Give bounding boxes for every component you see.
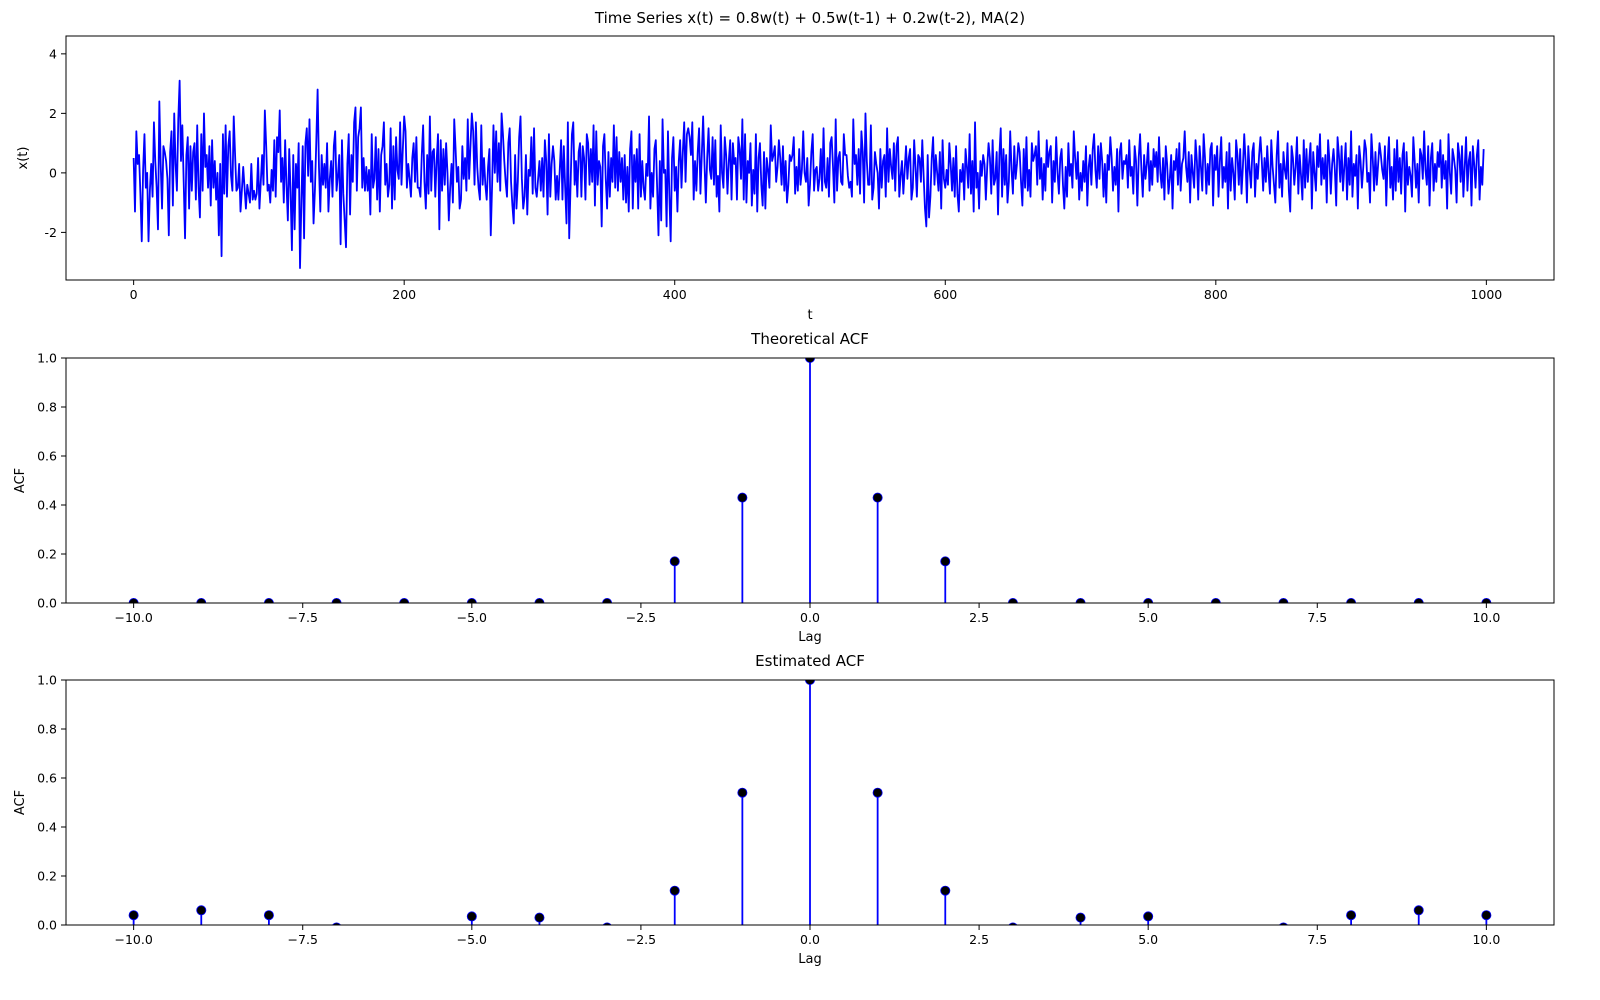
stem-marker [1413, 905, 1424, 916]
x-tick-label: −2.5 [626, 932, 656, 947]
y-tick-label: 0.8 [37, 400, 57, 415]
stem-marker [1481, 598, 1492, 603]
stem-marker [737, 492, 748, 503]
x-tick-label: 1000 [1470, 287, 1502, 302]
stem-marker [1278, 598, 1289, 603]
x-tick-label: 2.5 [969, 932, 989, 947]
chart-title: Estimated ACF [755, 652, 865, 670]
stem-marker [263, 910, 274, 921]
y-axis-label: ACF [13, 468, 28, 493]
stem-marker [872, 787, 883, 798]
y-tick-label: 0.0 [37, 918, 57, 933]
stem-marker [128, 910, 139, 921]
x-tick-label: 5.0 [1138, 610, 1158, 625]
stem-marker [940, 885, 951, 896]
plot-area [128, 358, 1492, 603]
stem-marker [737, 787, 748, 798]
x-axis-label: Lag [798, 630, 821, 645]
y-tick-label: 0.6 [37, 771, 57, 786]
stem-marker [263, 598, 274, 603]
stem-marker [669, 885, 680, 896]
y-tick-label: 0.8 [37, 722, 57, 737]
y-tick-label: 2 [49, 106, 57, 121]
x-tick-label: 200 [392, 287, 416, 302]
stem-marker [872, 492, 883, 503]
x-tick-label: 0.0 [800, 610, 820, 625]
y-axis-label: x(t) [16, 147, 31, 170]
y-tick-label: 0 [49, 165, 57, 180]
y-tick-label: 0.0 [37, 596, 57, 611]
stem-marker [602, 922, 612, 925]
stem-marker [1346, 598, 1357, 603]
x-tick-label: −5.0 [457, 610, 487, 625]
x-tick-label: 400 [663, 287, 687, 302]
y-tick-label: 1.0 [37, 351, 57, 366]
stem-marker [940, 556, 951, 567]
x-tick-label: 5.0 [1138, 932, 1158, 947]
stem-marker [196, 905, 207, 916]
stem-marker [331, 598, 342, 603]
y-tick-label: 1.0 [37, 673, 57, 688]
plot-area [128, 680, 1492, 925]
stem-marker [805, 358, 815, 363]
axes-frame [65, 35, 1555, 281]
stem-marker [1075, 598, 1086, 603]
y-tick-label: 0.2 [37, 869, 57, 884]
plot-area [132, 79, 1485, 269]
stem-marker [1346, 910, 1357, 921]
x-tick-label: 0.0 [800, 932, 820, 947]
stem-marker [1008, 922, 1018, 925]
x-tick-label: −7.5 [288, 932, 318, 947]
stem-marker [466, 598, 477, 603]
y-tick-label: 0.4 [37, 498, 57, 513]
stem-marker [669, 556, 680, 567]
stem-marker [466, 911, 477, 922]
y-tick-label: 0.4 [37, 820, 57, 835]
chart-title: Time Series x(t) = 0.8w(t) + 0.5w(t-1) +… [594, 9, 1025, 27]
stem-marker [534, 912, 545, 923]
stem-marker [1279, 922, 1288, 925]
estimated-acf-panel: −10.0 −7.5 −5.0 −2.5 0.0 2.5 5.0 7.5 10.0 0.0 0.2 0… [13, 652, 1555, 967]
stem-marker [332, 922, 341, 925]
x-tick-label: 2.5 [969, 610, 989, 625]
y-tick-label: 4 [49, 46, 57, 61]
x-tick-label: 10.0 [1472, 610, 1500, 625]
stem-marker [1481, 910, 1492, 921]
x-axis-label: t [807, 308, 812, 323]
x-tick-label: 600 [933, 287, 957, 302]
stem-marker [1007, 598, 1018, 603]
x-tick-label: 800 [1204, 287, 1228, 302]
x-tick-label: 10.0 [1472, 932, 1500, 947]
x-tick-label: −5.0 [457, 932, 487, 947]
stem-marker [1210, 598, 1221, 603]
stem-marker [534, 598, 545, 603]
stem-marker [1143, 911, 1154, 922]
x-axis-label: Lag [798, 952, 821, 967]
x-tick-label: 0 [130, 287, 138, 302]
stem-marker [1413, 598, 1424, 603]
x-tick-label: 7.5 [1307, 610, 1327, 625]
stem-marker [1143, 598, 1154, 603]
stem-marker [399, 598, 410, 603]
stem-marker [1075, 912, 1086, 923]
theoretical-acf-panel: −10.0 −7.5 −5.0 −2.5 0.0 2.5 5.0 7.5 10.0 0.0 0.2 0… [13, 330, 1555, 645]
x-tick-label: −10.0 [114, 932, 152, 947]
stem-marker [602, 598, 613, 603]
chart-title: Theoretical ACF [750, 330, 869, 348]
y-tick-label: -2 [45, 225, 57, 240]
y-tick-label: 0.6 [37, 449, 57, 464]
y-tick-label: 0.2 [37, 547, 57, 562]
time-series-panel: 0 200 400 600 800 1000 -2 0 2 4 Time Series x(t) =… [16, 9, 1555, 323]
series-line [132, 79, 1485, 269]
stem-marker [128, 598, 139, 603]
x-tick-label: −2.5 [626, 610, 656, 625]
x-tick-label: −10.0 [114, 610, 152, 625]
y-axis-label: ACF [13, 790, 28, 815]
x-tick-label: −7.5 [288, 610, 318, 625]
x-tick-label: 7.5 [1307, 932, 1327, 947]
stem-marker [196, 598, 207, 603]
